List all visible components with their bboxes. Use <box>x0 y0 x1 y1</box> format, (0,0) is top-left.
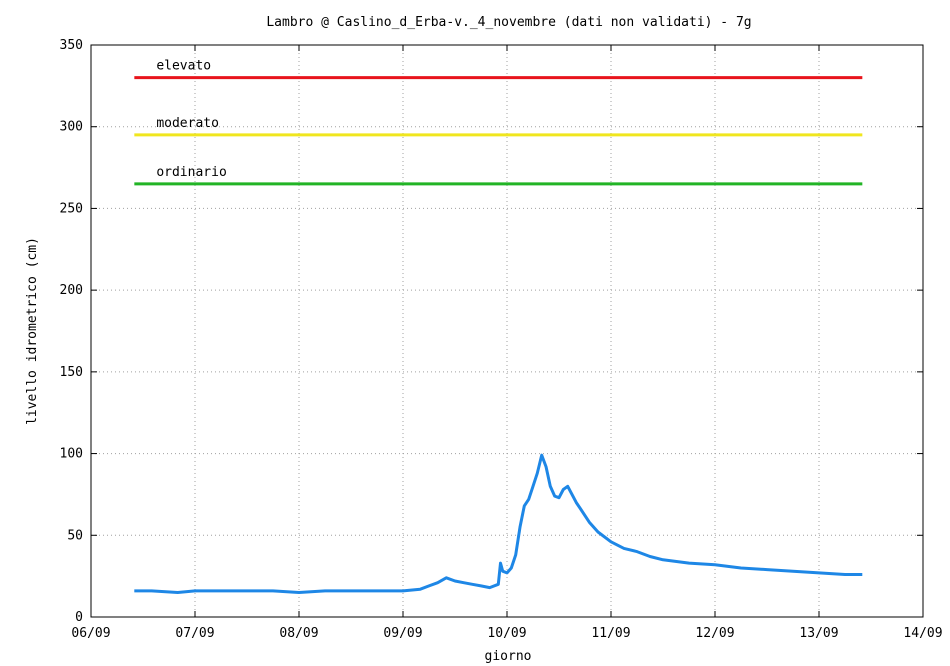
y-tick-label: 50 <box>67 528 83 543</box>
series-line <box>134 453 863 594</box>
x-tick-label: 09/09 <box>383 626 422 641</box>
threshold-label-ordinario: ordinario <box>156 165 226 180</box>
x-tick-label: 13/09 <box>799 626 838 641</box>
grid <box>91 45 923 617</box>
x-tick-label: 14/09 <box>903 626 942 641</box>
y-tick-label: 350 <box>60 38 83 53</box>
y-tick-label: 150 <box>60 365 83 380</box>
y-tick-label: 200 <box>60 283 83 298</box>
x-tick-label: 08/09 <box>279 626 318 641</box>
y-tick-label: 100 <box>60 447 83 462</box>
x-ticks: 06/09 07/09 08/09 09/09 10/09 11/09 12/09 13/09… <box>71 45 943 641</box>
y-tick-label: 250 <box>60 201 83 216</box>
y-tick-label: 0 <box>75 610 83 625</box>
x-tick-label: 07/09 <box>175 626 214 641</box>
x-tick-label: 12/09 <box>695 626 734 641</box>
x-axis-label: giorno <box>485 649 532 664</box>
threshold-label-moderato: moderato <box>156 116 219 131</box>
x-tick-label: 06/09 <box>71 626 110 641</box>
x-tick-label: 11/09 <box>591 626 630 641</box>
threshold-label-elevato: elevato <box>156 59 211 74</box>
y-tick-label: 300 <box>60 120 83 135</box>
threshold-lines: elevato moderato ordinario <box>134 59 863 186</box>
x-tick-label: 10/09 <box>487 626 526 641</box>
y-ticks: 0 50 100 150 200 250 300 350 <box>60 38 923 625</box>
chart-title: Lambro @ Caslino_d_Erba-v._4_novembre (d… <box>266 15 751 30</box>
y-axis-label: livello idrometrico (cm) <box>25 237 40 425</box>
